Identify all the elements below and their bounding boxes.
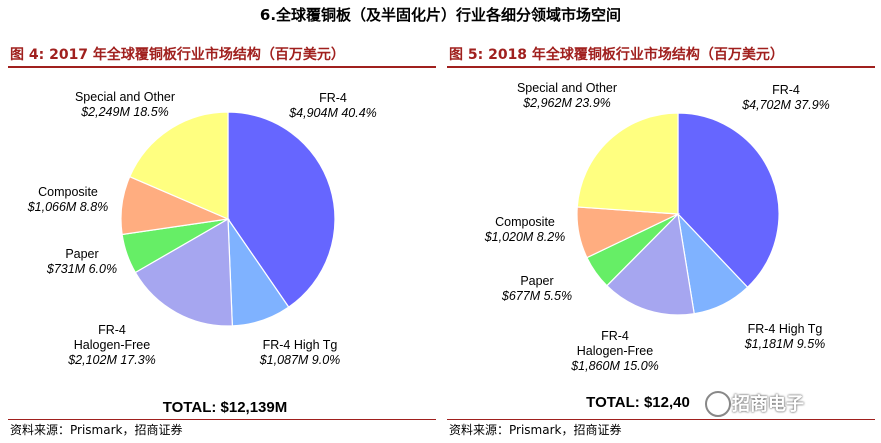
slice-name-fr-4-halogen-free-0: FR-4: [601, 329, 629, 343]
slice-value-fr-4-halogen-free: $1,860M 15.0%: [570, 359, 659, 373]
figure-5-title-rule: [447, 66, 875, 68]
figure-5-title: 图 5: 2018 年全球覆铜板行业市场结构（百万美元）: [449, 47, 784, 63]
pie-chart-2018: FR-4$4,702M 37.9%FR-4 High Tg$1,181M 9.5…: [484, 81, 830, 411]
pie-slice-special-and-other: [128, 111, 229, 220]
slice-label-special-and-other: Special and Other$2,249M 18.5%: [75, 90, 175, 119]
slice-label-composite: Composite$1,066M 8.8%: [27, 185, 109, 214]
slice-label-paper: Paper$677M 5.5%: [501, 274, 572, 303]
figure-5-source: 资料来源：Prismark，招商证券: [449, 423, 622, 437]
section-title: 6.全球覆铜板（及半固化片）行业各细分领域市场空间: [259, 6, 622, 24]
watermark-text: 招商电子: [732, 394, 804, 415]
slice-label-composite: Composite$1,020M 8.2%: [484, 215, 566, 244]
slice-name-special-and-other: Special and Other: [75, 90, 175, 104]
pie-slice-special-and-other: [576, 112, 679, 215]
slice-name-composite: Composite: [38, 185, 98, 199]
slice-name-paper: Paper: [65, 247, 98, 261]
chart-total-label: TOTAL: $12,40: [586, 394, 690, 411]
slice-value-fr-4-high-tg: $1,087M 9.0%: [259, 353, 341, 367]
slice-name-fr-4-high-tg: FR-4 High Tg: [748, 322, 823, 336]
figure-4-source: 资料来源：Prismark，招商证券: [10, 423, 183, 437]
slice-name-special-and-other: Special and Other: [517, 81, 617, 95]
slice-label-paper: Paper$731M 6.0%: [46, 247, 117, 276]
slice-value-special-and-other: $2,962M 23.9%: [522, 96, 611, 110]
slice-value-composite: $1,066M 8.8%: [27, 200, 109, 214]
slice-value-paper: $677M 5.5%: [501, 289, 572, 303]
figure-4-title-rule: [8, 66, 436, 68]
slice-name-fr-4: FR-4: [772, 83, 800, 97]
slice-value-paper: $731M 6.0%: [46, 262, 117, 276]
slice-value-special-and-other: $2,249M 18.5%: [80, 105, 169, 119]
slice-name-fr-4-halogen-free-1: Halogen-Free: [577, 344, 653, 358]
slice-label-fr-4-high-tg: FR-4 High Tg$1,181M 9.5%: [744, 322, 826, 351]
pie-slice-fr-4-halogen-free: [134, 217, 233, 327]
figure-4-source-rule: [8, 419, 436, 420]
pie-slice-fr-4: [677, 112, 780, 289]
pie-slice-fr-4-halogen-free: [606, 212, 695, 316]
slice-value-fr-4-high-tg: $1,181M 9.5%: [744, 337, 826, 351]
slice-value-fr-4: $4,904M 40.4%: [288, 106, 377, 120]
slice-value-composite: $1,020M 8.2%: [484, 230, 566, 244]
figure-5-source-rule: [447, 419, 875, 420]
slice-value-fr-4: $4,702M 37.9%: [741, 98, 830, 112]
slice-value-fr-4-halogen-free: $2,102M 17.3%: [67, 353, 156, 367]
slice-label-fr-4: FR-4$4,702M 37.9%: [741, 83, 830, 112]
pie-chart-2017: FR-4$4,904M 40.4%FR-4 High Tg$1,087M 9.0…: [27, 90, 377, 416]
slice-label-fr-4-high-tg: FR-4 High Tg$1,087M 9.0%: [259, 338, 341, 367]
figure-4-title: 图 4: 2017 年全球覆铜板行业市场结构（百万美元）: [10, 47, 345, 63]
slice-label-fr-4: FR-4$4,904M 40.4%: [288, 91, 377, 120]
slice-label-special-and-other: Special and Other$2,962M 23.9%: [517, 81, 617, 110]
slice-name-fr-4-halogen-free-0: FR-4: [98, 323, 126, 337]
slice-name-fr-4: FR-4: [319, 91, 347, 105]
pie-slice-fr-4: [227, 111, 336, 308]
slice-name-fr-4-high-tg: FR-4 High Tg: [263, 338, 338, 352]
slice-name-fr-4-halogen-free-1: Halogen-Free: [74, 338, 150, 352]
slice-name-composite: Composite: [495, 215, 555, 229]
chart-total-label: TOTAL: $12,139M: [163, 399, 287, 416]
slice-name-paper: Paper: [520, 274, 553, 288]
wechat-logo-icon: [705, 391, 731, 417]
